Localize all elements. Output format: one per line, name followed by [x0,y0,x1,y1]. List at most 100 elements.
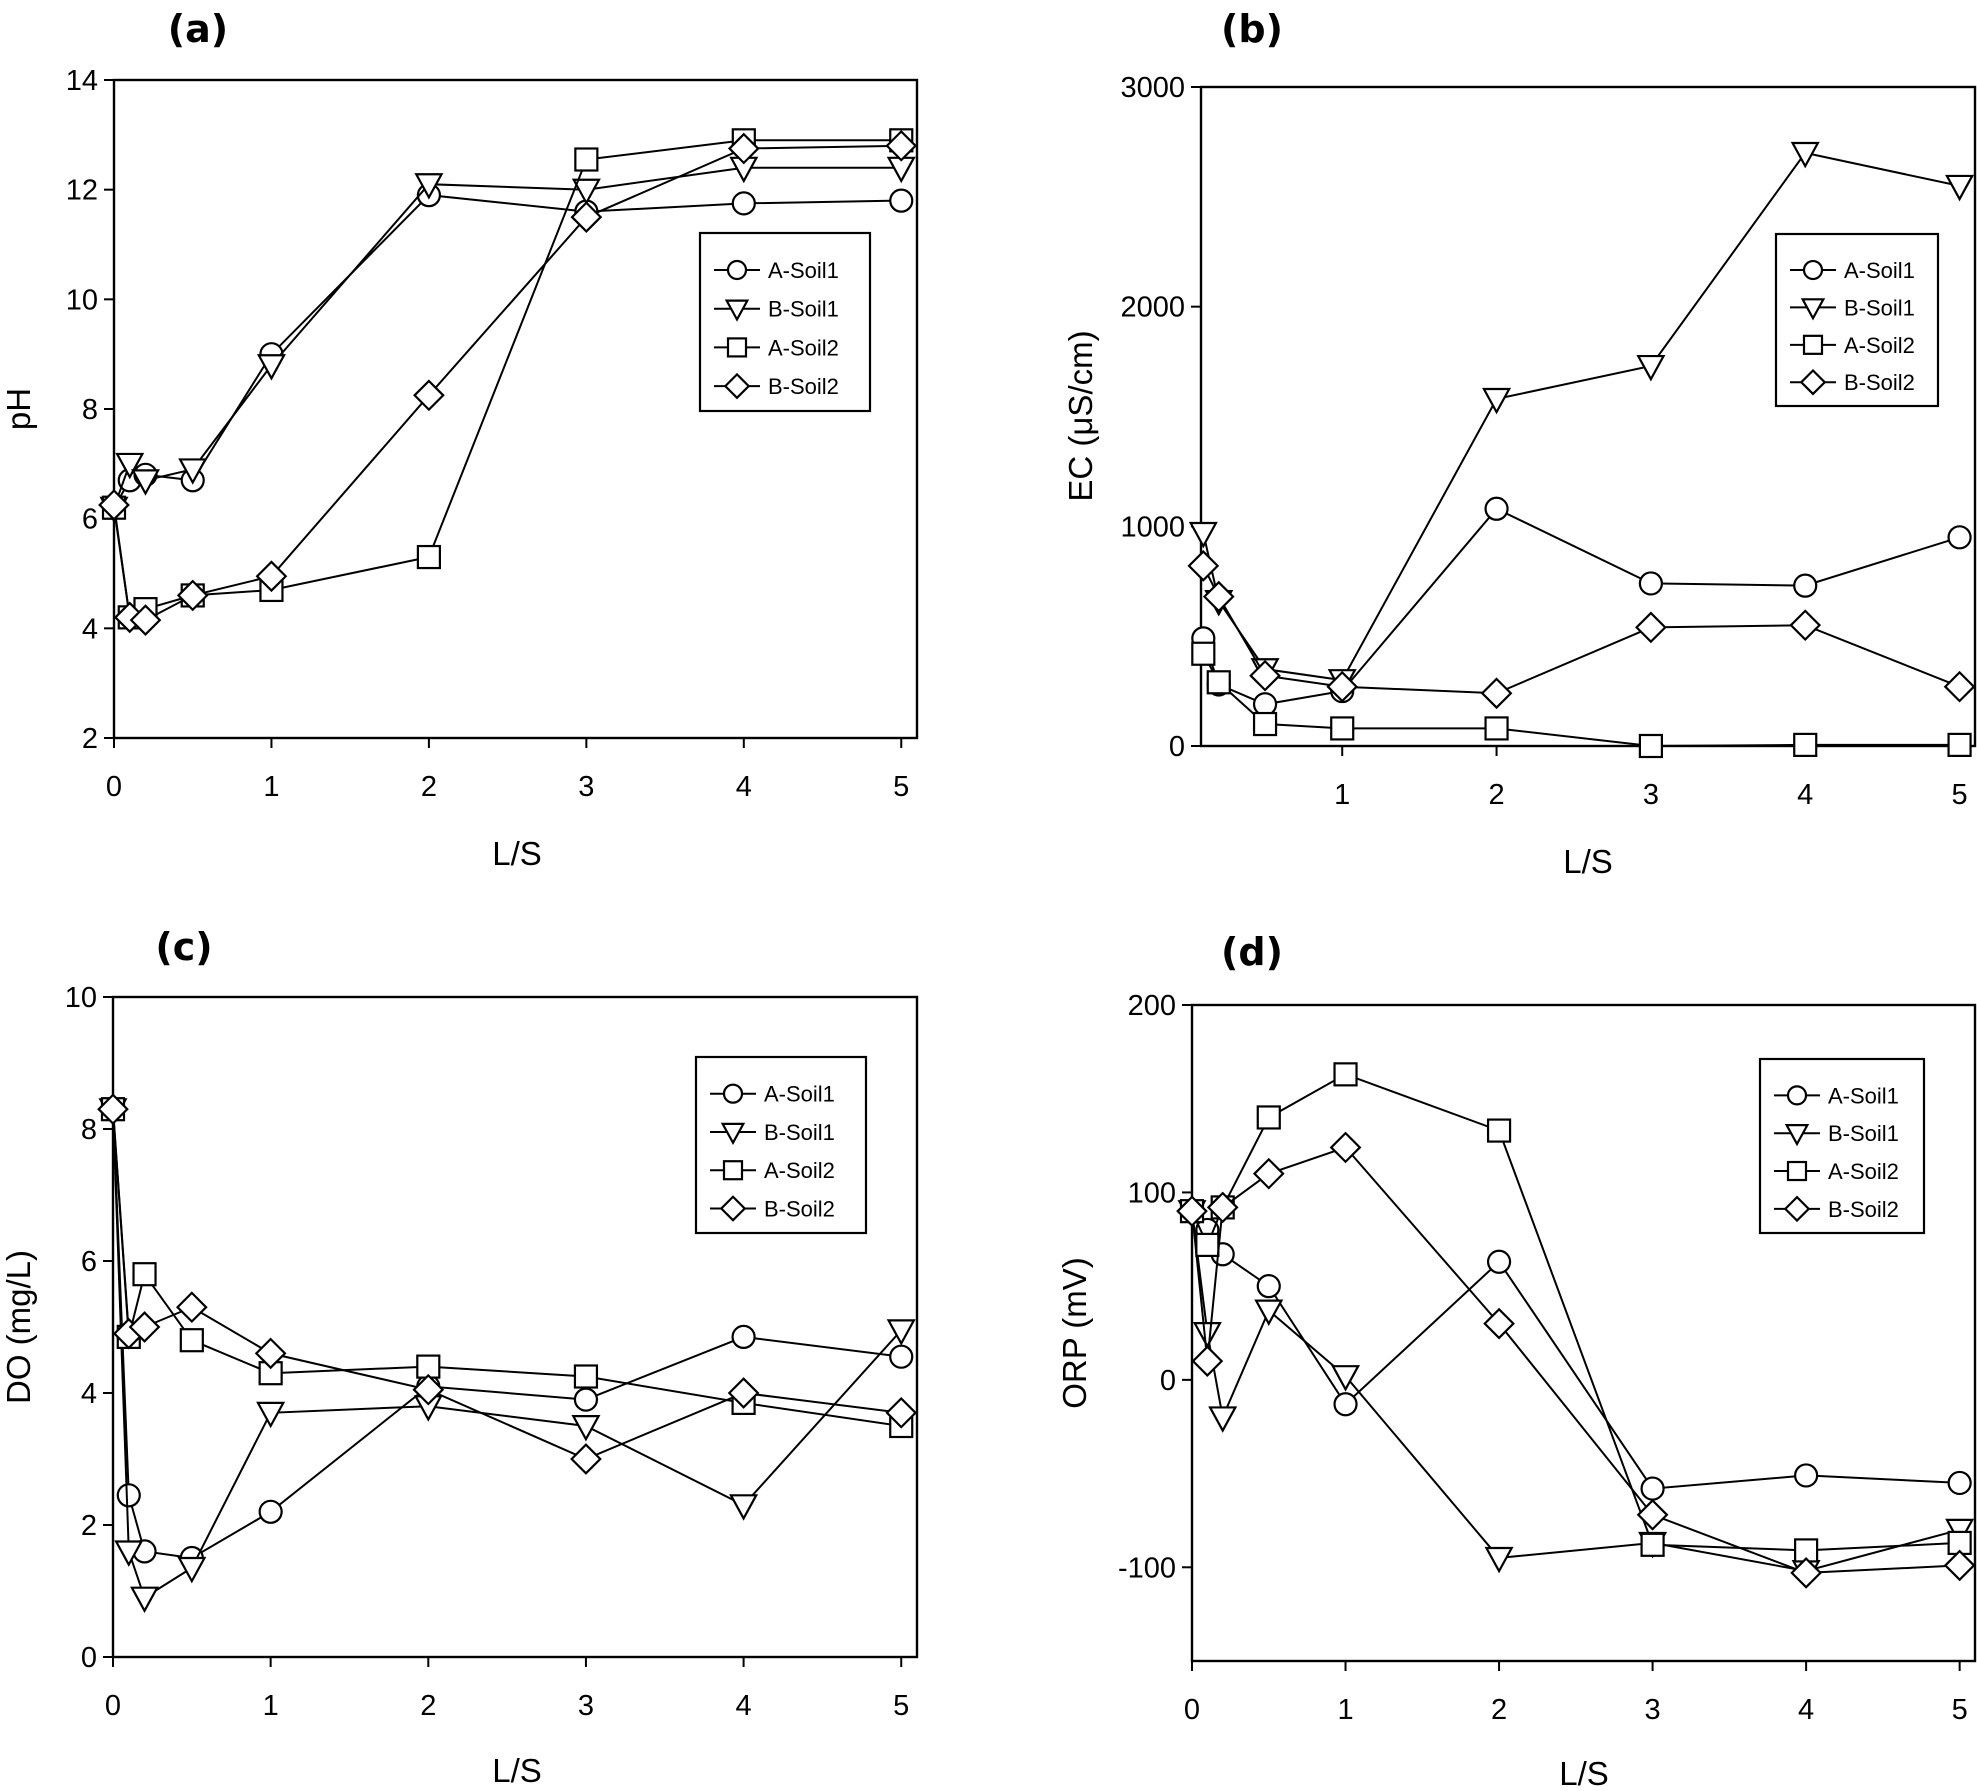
legend-entry: B-Soil2 [1790,368,1915,396]
x-axis-label: L/S [1559,1755,1609,1791]
legend-box [1774,232,1940,408]
series-b-soil2 [1176,1131,1976,1589]
data-point-triangle-down [1636,354,1666,382]
y-tick-label: 10 [65,982,97,1014]
legend-marker-diamond [719,1195,747,1222]
data-point-triangle-down [114,1540,144,1567]
x-tick-label: 0 [105,1690,121,1722]
data-point-square [416,544,442,570]
data-point-diamond [1206,1191,1239,1224]
y-tick-label: 3000 [1120,72,1185,104]
data-point-diamond [570,201,603,233]
x-tick-label: 5 [1951,779,1967,811]
y-tick-label: -100 [1118,1552,1176,1584]
legend-label: B-Soil2 [764,1196,835,1221]
series-line [1202,565,1960,695]
x-tick-label: 2 [421,771,437,803]
legend-label: B-Soil1 [764,1120,835,1145]
legend-marker-triangle-down [724,299,750,322]
data-point-circle [1640,1476,1665,1501]
y-tick-label: 200 [1128,990,1176,1022]
legend-label: A-Soil2 [1844,333,1915,358]
y-tick-label: 6 [82,504,98,536]
series-a-soil2 [1191,641,1972,759]
series-b-soil1 [99,156,916,524]
data-point-triangle-down [1208,1406,1238,1433]
data-point-square [1191,641,1216,666]
panel-title: (c) [155,925,212,969]
data-point-circle [1947,525,1972,550]
legend-label: A-Soil1 [764,1082,835,1107]
data-point-square [1333,1062,1358,1087]
data-point-circle [1638,571,1663,596]
data-point-diamond [1176,1195,1208,1228]
data-point-square [1638,733,1663,759]
panel-title: (d) [1221,930,1283,974]
x-axis-label: L/S [492,1752,542,1789]
x-tick-label: 2 [1488,779,1504,811]
legend-entry: A-Soil2 [714,335,839,360]
data-point-triangle-down [414,173,444,200]
y-tick-label: 6 [81,1246,97,1278]
legend-entry: B-Soil1 [714,297,839,322]
data-point-diamond [255,560,288,593]
data-point-circle [1333,1392,1358,1417]
y-tick-label: 0 [1169,731,1185,763]
data-point-diamond [1252,1157,1285,1190]
data-point-diamond [570,1443,602,1475]
y-tick-label: 8 [82,394,98,426]
series-b-soil2 [97,1093,918,1475]
plot-frame [1190,1003,1977,1663]
y-tick-label: 2 [81,1510,97,1542]
legend-marker-circle [722,1083,744,1104]
x-tick-label: 5 [893,1690,909,1722]
legend-label: B-Soil1 [768,297,839,322]
panel-d-orp-chart: (d) L/S ORP (mV) -100 0 100 200 0 1 2 3 4 5 A-Soil… [1056,930,1977,1791]
legend-marker-square [1786,1160,1808,1182]
data-point-triangle-down [1482,387,1512,415]
data-point-square [1640,1532,1665,1557]
legend-marker-square [726,337,748,358]
legend-entry: B-Soil1 [710,1120,835,1146]
plot-frame [1199,85,1977,748]
x-tick-label: 4 [1797,779,1813,811]
data-point-circle [731,191,756,216]
data-point-diamond [413,379,445,412]
data-point-diamond [1943,1549,1976,1582]
legend-label: A-Soil2 [768,335,839,360]
data-point-diamond [1789,609,1822,642]
legend-label: A-Soil2 [764,1158,835,1183]
legend: A-Soil1 B-Soil1 A-Soil2 B-Soil2 [698,231,872,413]
data-point-diamond [412,1373,445,1406]
data-point-square [1484,716,1509,741]
data-point-diamond [1191,1345,1224,1377]
data-point-diamond [727,132,760,165]
data-point-triangle-down [1945,174,1975,202]
data-point-circle [889,1344,914,1369]
data-point-diamond [1483,1307,1515,1340]
y-tick-label: 12 [66,175,98,207]
data-point-diamond [1202,580,1235,613]
legend-marker-square [722,1160,744,1181]
y-axis-label: EC (μS/cm) [1062,330,1099,501]
data-point-triangle-down [1192,1321,1222,1349]
legend-marker-circle [1802,259,1824,281]
data-point-square [574,147,599,172]
y-axis-label: ORP (mV) [1056,1257,1093,1409]
x-tick-label: 0 [106,771,122,803]
data-point-diamond [98,489,130,521]
data-point-triangle-down [177,1556,207,1584]
data-point-diamond [885,1396,918,1429]
x-tick-label: 4 [1798,1694,1814,1726]
data-point-triangle-down [886,1319,916,1346]
data-point-triangle-down [1484,1546,1514,1574]
legend-label: B-Soil2 [1828,1197,1899,1222]
y-tick-label: 8 [81,1114,97,1146]
data-point-triangle-down [571,1414,601,1442]
legend-marker-diamond [1799,368,1827,396]
legend-entry: A-Soil1 [1774,1083,1899,1108]
y-tick-label: 10 [66,284,98,316]
data-point-circle [1793,573,1818,598]
y-tick-label: 4 [81,1378,97,1410]
data-point-diamond [1636,1498,1669,1531]
